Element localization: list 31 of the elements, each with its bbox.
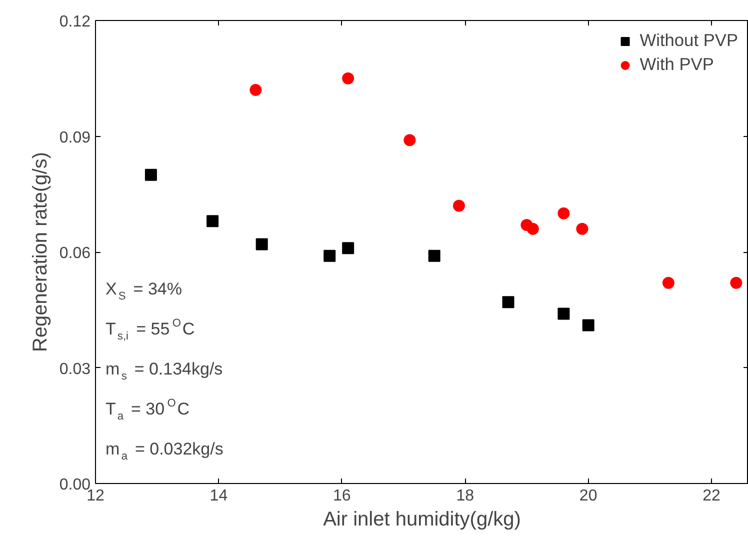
y-tick-label: 0.12 bbox=[59, 14, 91, 30]
point bbox=[730, 276, 742, 289]
x-tick-label: 22 bbox=[702, 488, 721, 504]
point bbox=[452, 200, 465, 212]
point bbox=[324, 250, 336, 262]
point bbox=[662, 276, 674, 289]
point bbox=[342, 72, 354, 84]
point bbox=[404, 134, 416, 146]
point bbox=[144, 168, 157, 181]
x-tick-label: 16 bbox=[333, 488, 351, 504]
y-tick-label: 0.06 bbox=[59, 245, 91, 262]
point bbox=[342, 242, 354, 254]
y-tick-label: 0.03 bbox=[59, 360, 91, 378]
point bbox=[582, 319, 594, 332]
point bbox=[526, 222, 539, 235]
point bbox=[250, 84, 262, 96]
y-axis-title: Regeneration rate(g/s) bbox=[29, 152, 52, 352]
x-tick-label: 20 bbox=[579, 488, 598, 504]
point bbox=[576, 222, 588, 235]
point bbox=[206, 215, 219, 228]
point bbox=[558, 207, 570, 220]
point bbox=[558, 308, 570, 320]
y-tick-label: 0.09 bbox=[59, 129, 91, 146]
legend-label: With PVP bbox=[640, 54, 714, 75]
point bbox=[428, 250, 440, 262]
x-tick-label: 14 bbox=[210, 488, 228, 504]
x-axis-title: Air inlet humidity(g/kg) bbox=[323, 508, 521, 530]
point bbox=[256, 238, 268, 250]
x-tick-label: 18 bbox=[456, 488, 474, 504]
point bbox=[502, 296, 514, 308]
legend-label: Without PVP bbox=[640, 30, 738, 51]
